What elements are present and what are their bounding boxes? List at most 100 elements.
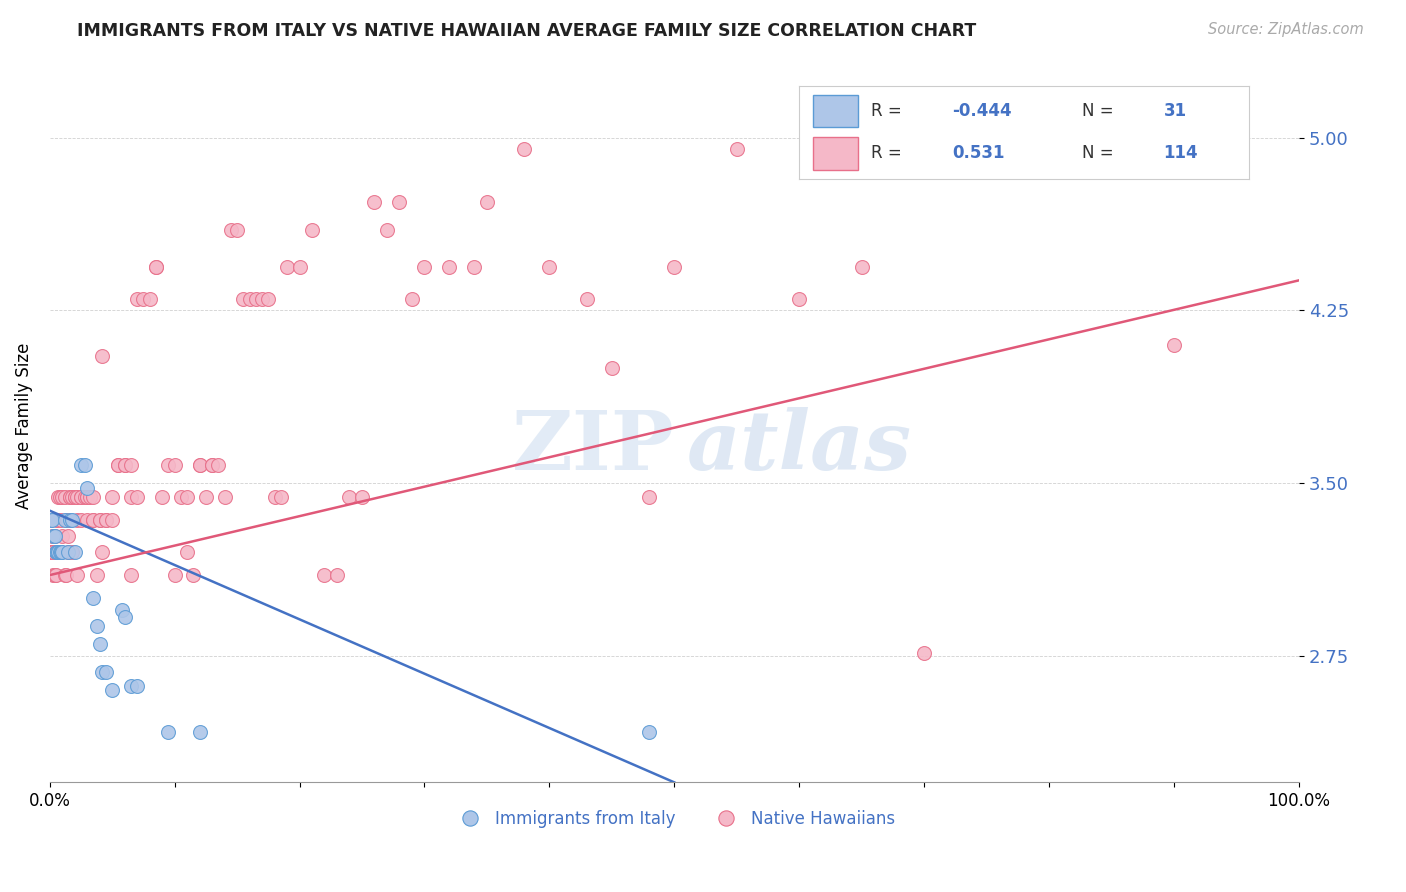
Point [226, 223, 249, 237]
Point [145, 260, 167, 274]
Point [42, 529, 65, 543]
Y-axis label: Average Family Size: Average Family Size [15, 343, 32, 508]
Point [66, 513, 89, 527]
Point [76, 490, 98, 504]
Point [76, 481, 98, 495]
Point [401, 292, 423, 306]
Point [51, 490, 73, 504]
Point [475, 195, 498, 210]
Point [145, 260, 167, 274]
Point [138, 292, 160, 306]
Point [70, 513, 93, 527]
Point [288, 260, 311, 274]
Point [301, 223, 323, 237]
Point [638, 490, 661, 504]
Point [73, 490, 96, 504]
Point [600, 360, 623, 375]
Point [326, 568, 349, 582]
Point [150, 490, 173, 504]
Point [46, 545, 69, 559]
Point [58, 545, 80, 559]
Point [55, 568, 77, 582]
Point [41, 529, 63, 543]
Point [538, 260, 561, 274]
Point [219, 223, 242, 237]
Point [82, 591, 104, 606]
Point [82, 513, 104, 527]
Point [127, 490, 149, 504]
Point [44, 529, 66, 543]
Point [60, 545, 83, 559]
Point [725, 142, 748, 156]
Point [48, 490, 70, 504]
Point [44, 568, 66, 582]
Point [45, 545, 67, 559]
Point [188, 458, 211, 472]
Point [120, 490, 142, 504]
Point [76, 490, 98, 504]
Point [49, 513, 72, 527]
Point [46, 513, 69, 527]
Point [375, 223, 398, 237]
Point [82, 490, 104, 504]
Point [45, 545, 67, 559]
Point [111, 602, 134, 616]
Point [44, 529, 66, 543]
Point [127, 292, 149, 306]
Point [120, 568, 142, 582]
Legend: Immigrants from Italy, Native Hawaiians: Immigrants from Italy, Native Hawaiians [447, 804, 901, 835]
Point [851, 260, 873, 274]
Point [39, 545, 62, 559]
Point [638, 724, 661, 739]
Point [66, 568, 89, 582]
Point [114, 458, 136, 472]
Point [46, 513, 69, 527]
Text: ZIP: ZIP [512, 407, 675, 487]
Point [176, 545, 198, 559]
Point [49, 545, 72, 559]
Point [59, 513, 82, 527]
Point [787, 292, 810, 306]
Point [170, 490, 193, 504]
Point [270, 490, 292, 504]
Point [76, 513, 98, 527]
Point [53, 490, 76, 504]
Point [86, 619, 108, 633]
Point [388, 195, 411, 210]
Point [94, 513, 117, 527]
Point [94, 665, 117, 679]
Point [912, 647, 935, 661]
Point [39, 545, 62, 559]
Point [60, 490, 83, 504]
Point [58, 529, 80, 543]
Point [120, 679, 142, 693]
Point [63, 490, 86, 504]
Point [48, 545, 70, 559]
Point [59, 490, 82, 504]
Point [276, 260, 298, 274]
Point [513, 142, 536, 156]
Point [163, 568, 186, 582]
Point [59, 490, 82, 504]
Point [163, 458, 186, 472]
Point [89, 637, 111, 651]
Point [245, 292, 267, 306]
Point [176, 490, 198, 504]
Point [41, 545, 63, 559]
Point [194, 490, 217, 504]
Point [214, 490, 236, 504]
Point [94, 513, 117, 527]
Point [575, 292, 598, 306]
Point [101, 683, 124, 698]
Point [51, 545, 73, 559]
Point [157, 724, 180, 739]
Point [363, 195, 385, 210]
Point [63, 545, 86, 559]
Point [51, 529, 73, 543]
Point [56, 513, 79, 527]
Point [1163, 338, 1185, 352]
Point [181, 568, 204, 582]
Point [48, 545, 70, 559]
Point [66, 490, 89, 504]
Point [42, 545, 65, 559]
